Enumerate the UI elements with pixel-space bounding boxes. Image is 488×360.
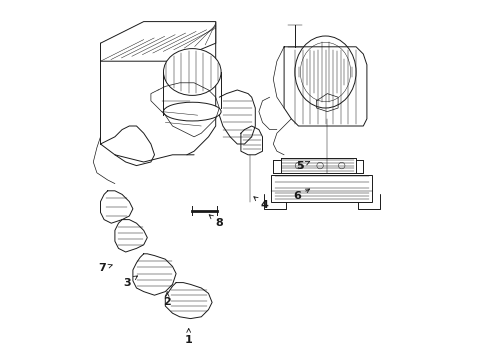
Bar	[271, 175, 371, 202]
Text: 4: 4	[253, 197, 268, 210]
Text: 6: 6	[292, 189, 309, 201]
Text: 2: 2	[163, 292, 171, 307]
Text: 7: 7	[98, 263, 112, 273]
Text: 1: 1	[184, 329, 192, 345]
Ellipse shape	[163, 49, 221, 95]
Text: 3: 3	[123, 276, 137, 288]
Text: 8: 8	[209, 215, 223, 228]
Ellipse shape	[294, 36, 355, 108]
Ellipse shape	[163, 102, 221, 121]
Text: 5: 5	[296, 161, 309, 171]
